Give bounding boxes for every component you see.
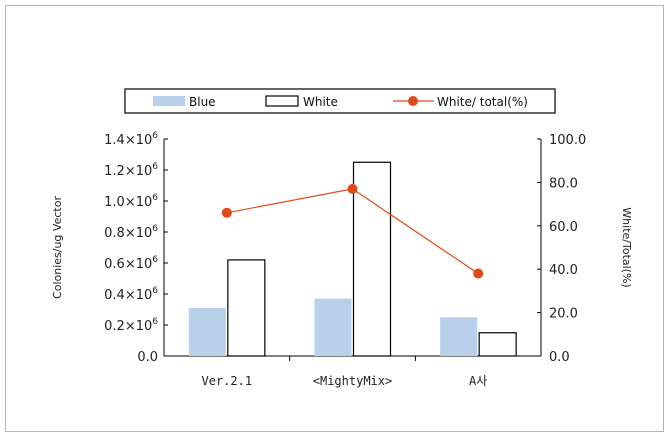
y2-tick-label: 80.0	[549, 176, 578, 191]
y2-tick-label: 0.0	[549, 350, 570, 365]
x-tick-label: A사	[469, 374, 487, 388]
y-axis-title: Colonies/ug Vector	[51, 196, 64, 299]
bar-blue	[188, 307, 226, 356]
y2-tick-label: 40.0	[549, 263, 578, 278]
y-tick-label: 0.0	[137, 350, 158, 365]
chart-svg: 0.0 0.2×106 0.4×106 0.6×106 0.8×106 1.0×106 1.…	[51, 88, 633, 388]
legend-box	[124, 88, 556, 114]
bar-blue	[440, 317, 478, 356]
y2-tick-label: 100.0	[549, 133, 586, 148]
y-tick-label: 1.2×106	[104, 162, 158, 179]
x-tick-label: <MightyMix>	[313, 374, 392, 388]
line-point	[473, 268, 484, 279]
y-tick-label: 0.2×106	[104, 317, 158, 334]
y2-tick-label: 20.0	[549, 307, 578, 322]
bar-white	[227, 259, 266, 357]
y2-axis-title: White/Total(%)	[620, 207, 633, 287]
bar-blue	[314, 298, 352, 356]
legend-label-blue: Blue	[189, 95, 216, 109]
y-tick-label: 0.8×106	[104, 224, 158, 241]
legend-swatch-blue	[153, 96, 185, 106]
chart-frame: 0.0 0.2×106 0.4×106 0.6×106 0.8×106 1.0×106 1.…	[5, 5, 664, 432]
legend-label-white: White	[303, 95, 338, 109]
legend-swatch-white	[265, 95, 299, 107]
legend-swatch-marker	[408, 96, 418, 106]
legend-label-white-total: White/ total(%)	[437, 95, 528, 109]
bar-white	[478, 332, 517, 357]
x-tick-label: Ver.2.1	[202, 374, 253, 388]
y-tick-label: 0.6×106	[104, 255, 158, 272]
y2-tick-label: 60.0	[549, 220, 578, 235]
y-tick-label: 0.4×106	[104, 286, 158, 303]
y-tick-label: 1.4×106	[104, 131, 158, 148]
line-point	[221, 207, 232, 218]
y-tick-label: 1.0×106	[104, 193, 158, 210]
line-point	[347, 183, 358, 194]
bar-white	[352, 161, 392, 357]
